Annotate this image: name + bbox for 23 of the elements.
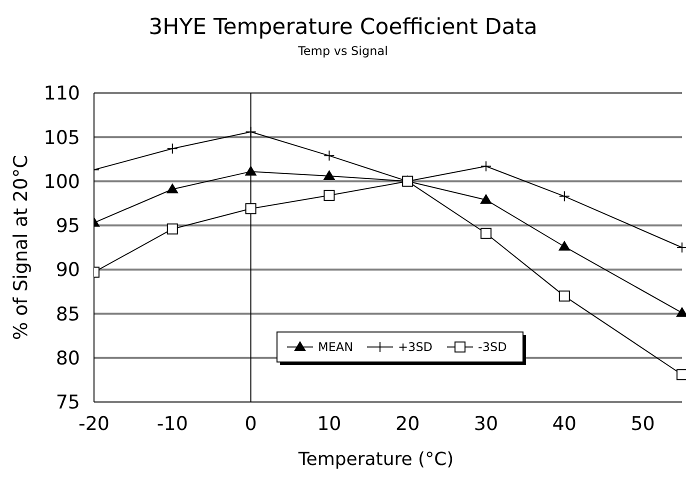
y-tick-label: 75 — [56, 392, 80, 414]
legend-label: -3SD — [478, 340, 507, 354]
legend-label: MEAN — [318, 340, 354, 354]
x-tick-label: 0 — [244, 413, 257, 435]
y-tick-label: 80 — [56, 348, 80, 370]
x-tick-label: 10 — [317, 413, 342, 435]
x-tick-label: 20 — [396, 413, 420, 435]
y-tick-label: 110 — [44, 82, 80, 105]
y-tick-label: 85 — [56, 303, 80, 326]
y-tick-label: 90 — [56, 259, 80, 282]
x-tick-label: 30 — [474, 413, 498, 435]
y-axis-title: % of Signal at 20°C — [10, 155, 32, 340]
x-tick-label: 50 — [630, 413, 655, 435]
chart-title: 3HYE Temperature Coefficient Data — [148, 15, 538, 40]
x-axis-title: Temperature (°C) — [297, 449, 454, 470]
x-tick-label: 40 — [552, 413, 576, 435]
x-tick-label: -10 — [156, 413, 188, 435]
y-tick-label: 100 — [44, 170, 80, 193]
chart-subtitle: Temp vs Signal — [297, 44, 388, 58]
y-tick-label: 105 — [44, 126, 80, 149]
y-tick-label: 95 — [56, 215, 80, 238]
legend-label: +3SD — [398, 340, 433, 354]
x-tick-label: -20 — [78, 413, 110, 435]
